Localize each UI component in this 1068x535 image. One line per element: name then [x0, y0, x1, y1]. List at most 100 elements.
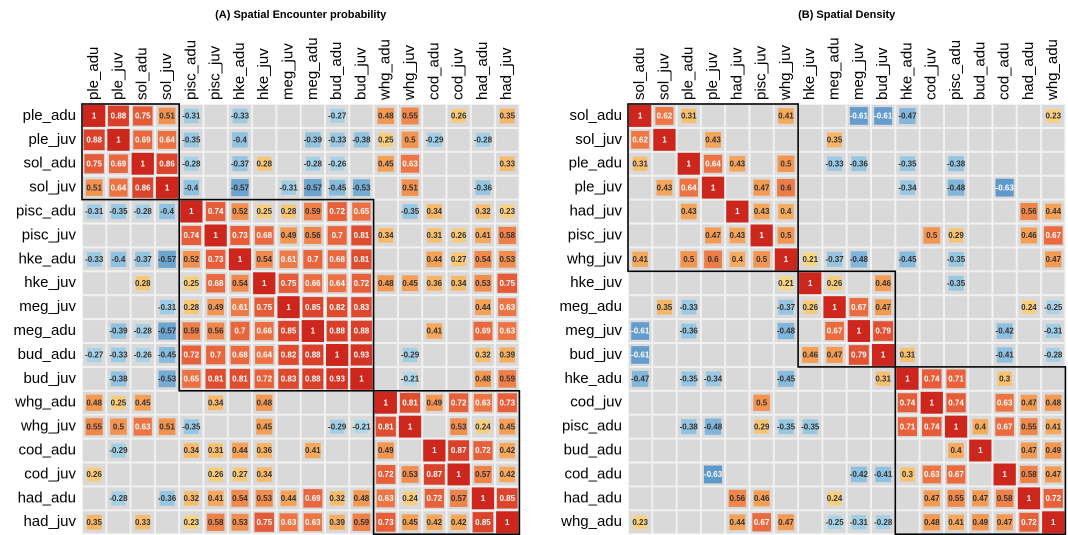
cell-label: 0.64 [159, 135, 175, 144]
cell [231, 513, 249, 531]
cell-label: 1 [832, 303, 837, 312]
row-label: pisc_juv [22, 226, 77, 243]
cell-label: -0.31 [85, 207, 104, 216]
cell [944, 415, 968, 438]
cell [802, 419, 818, 435]
cell-background [943, 343, 969, 367]
cell-label: 0.47 [973, 494, 989, 503]
cell-label: 0.31 [427, 231, 443, 240]
cell-label: 0.88 [86, 135, 102, 144]
cell [705, 371, 721, 387]
cell-background [422, 366, 447, 391]
cell [1046, 300, 1061, 314]
cell [281, 204, 296, 219]
cell-background [652, 462, 677, 487]
cell [633, 515, 648, 529]
cell-label: -0.53 [158, 374, 177, 383]
cell-background [470, 151, 496, 176]
cell [87, 467, 102, 482]
cell [475, 132, 491, 147]
row-label: had_adu [564, 489, 622, 506]
cell-label: 0.48 [378, 112, 394, 121]
cell-background [652, 390, 677, 415]
cell [451, 252, 466, 267]
cell [326, 344, 349, 366]
cell-label: 0.93 [329, 374, 345, 383]
cell-label: 1 [1002, 470, 1007, 479]
cell-label: -0.37 [231, 159, 250, 168]
cell-background [676, 127, 701, 152]
cell [1043, 488, 1063, 508]
cell-label: 1 [784, 255, 789, 264]
cell-label: 0.72 [475, 446, 491, 455]
cell-label: 0.85 [499, 494, 515, 503]
cell [254, 321, 274, 341]
cell-background [895, 319, 920, 344]
cell-label: 0.56 [1021, 207, 1037, 216]
cell [851, 515, 867, 530]
cell [655, 107, 674, 125]
cell-label: 0.56 [305, 231, 321, 240]
cell-label: 0.58 [997, 494, 1013, 503]
cell-background [227, 390, 253, 415]
cell-background [495, 175, 520, 200]
row-label: bud_adu [18, 346, 76, 363]
cell-label: 0.39 [499, 351, 515, 360]
cell [303, 250, 323, 269]
cell [111, 443, 126, 458]
cell [83, 129, 105, 151]
cell-background [968, 127, 993, 152]
cell [1045, 251, 1062, 268]
cell [279, 513, 298, 532]
cell [427, 228, 442, 243]
cell [401, 275, 419, 292]
cell [376, 489, 395, 508]
cell-label: 0.74 [184, 231, 200, 240]
cell [401, 179, 419, 196]
cell-label: -0.38 [680, 422, 699, 431]
cell-background [652, 271, 677, 296]
cell-label: 0.23 [632, 518, 648, 527]
cell-background [676, 390, 701, 415]
cell [874, 299, 892, 316]
cell-label: 0.87 [427, 470, 443, 479]
cell-background [397, 438, 423, 463]
cell [947, 179, 965, 196]
cell-label: 0.59 [354, 518, 370, 527]
cell [327, 297, 348, 318]
column-label: cod_adu [425, 42, 442, 100]
cell-background [373, 319, 398, 344]
cell [87, 347, 102, 362]
cell-label: 1 [481, 494, 486, 503]
cell-background [749, 271, 774, 296]
cell-background [203, 414, 228, 439]
cell-background [652, 510, 677, 535]
cell-label: -0.33 [825, 159, 844, 168]
cell-background [968, 366, 993, 391]
row-label: had_adu [18, 489, 76, 506]
column-label: pisc_juv [207, 45, 224, 100]
cell-background [773, 486, 799, 511]
cell [107, 128, 130, 151]
cell-label: 0.45 [402, 518, 418, 527]
cell [896, 367, 919, 390]
cell-background [1041, 271, 1066, 296]
cell-label: 0.54 [475, 255, 491, 264]
cell [680, 203, 697, 220]
cell-label: 1 [711, 183, 716, 192]
cell-background [676, 271, 701, 296]
cell-background [652, 414, 677, 439]
cell [899, 180, 915, 195]
cell-label: -0.35 [401, 207, 420, 216]
cell-label: -0.35 [947, 279, 966, 288]
cell-label: -0.21 [401, 374, 420, 383]
row-label: hke_juv [24, 274, 76, 291]
cell [948, 442, 964, 459]
cell-label: -0.41 [996, 351, 1015, 360]
cell [110, 204, 126, 219]
cell [704, 418, 722, 435]
cell-label: 1 [359, 374, 364, 383]
cell-background [446, 199, 471, 224]
cell-background [798, 366, 823, 391]
cell-label: 0.41 [427, 327, 443, 336]
